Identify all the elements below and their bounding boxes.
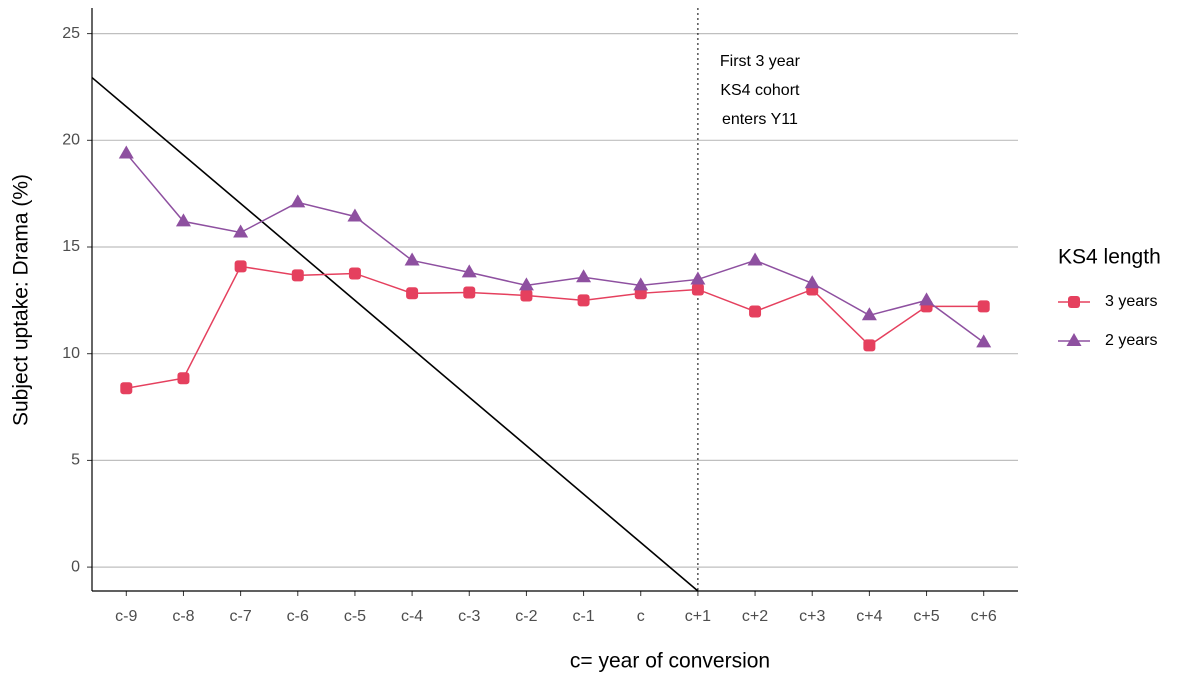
x-axis-title: c= year of conversion: [570, 650, 770, 673]
annotation: First 3 year: [720, 53, 801, 70]
point: [177, 372, 190, 385]
point: [291, 269, 304, 282]
x-tick-label: c-4: [401, 608, 423, 625]
x-tick-label: c-1: [572, 608, 594, 625]
point: [863, 339, 876, 352]
point: [290, 194, 306, 208]
diagonal-line: [91, 76, 699, 592]
point: [690, 271, 706, 285]
x-tick-label: c+5: [913, 608, 939, 625]
x-tick-label: c+2: [742, 608, 768, 625]
point: [977, 300, 990, 313]
point: [691, 283, 704, 296]
x-tick-label: c: [637, 608, 645, 625]
point: [919, 292, 935, 306]
point: [233, 224, 249, 238]
x-tick-label: c+3: [799, 608, 825, 625]
point: [633, 277, 649, 291]
legend-marker: [1068, 296, 1080, 308]
x-tick-label: c-8: [172, 608, 194, 625]
y-tick-label: 5: [71, 452, 80, 469]
series-line: [125, 153, 985, 343]
legend-marker: [1066, 333, 1082, 346]
point: [576, 269, 592, 283]
annotation: enters Y11: [722, 111, 798, 128]
point: [461, 264, 477, 278]
point: [347, 208, 363, 222]
legend-title: KS4 length: [1058, 246, 1161, 269]
point: [404, 252, 420, 266]
y-axis-title: Subject uptake: Drama (%): [10, 174, 33, 426]
x-tick-label: c+4: [856, 608, 882, 625]
series-line: [126, 265, 984, 390]
x-tick-label: c-5: [344, 608, 366, 625]
point: [577, 294, 590, 307]
y-tick-label: 15: [62, 238, 80, 255]
point: [976, 334, 992, 348]
x-tick-label: c-7: [230, 608, 252, 625]
point: [348, 267, 361, 280]
point: [463, 286, 476, 299]
x-tick-label: c-9: [115, 608, 137, 625]
annotation: KS4 cohort: [720, 82, 800, 99]
point: [175, 213, 191, 227]
point: [406, 287, 419, 300]
point: [749, 305, 762, 318]
point: [518, 277, 534, 291]
point: [861, 307, 877, 321]
x-tick-label: c-6: [287, 608, 309, 625]
y-tick-label: 10: [62, 345, 80, 362]
x-tick-label: c-2: [515, 608, 537, 625]
legend-label: 2 years: [1105, 332, 1157, 349]
point: [804, 275, 820, 289]
y-tick-label: 25: [62, 25, 80, 42]
x-tick-label: c+6: [971, 608, 997, 625]
x-tick-label: c-3: [458, 608, 480, 625]
point: [120, 382, 133, 395]
legend-label: 3 years: [1105, 293, 1157, 310]
point: [234, 260, 247, 273]
x-tick-label: c+1: [685, 608, 711, 625]
point: [118, 145, 134, 159]
y-tick-label: 0: [71, 558, 80, 575]
point: [747, 252, 763, 266]
y-tick-label: 20: [62, 132, 80, 149]
point: [520, 289, 533, 302]
